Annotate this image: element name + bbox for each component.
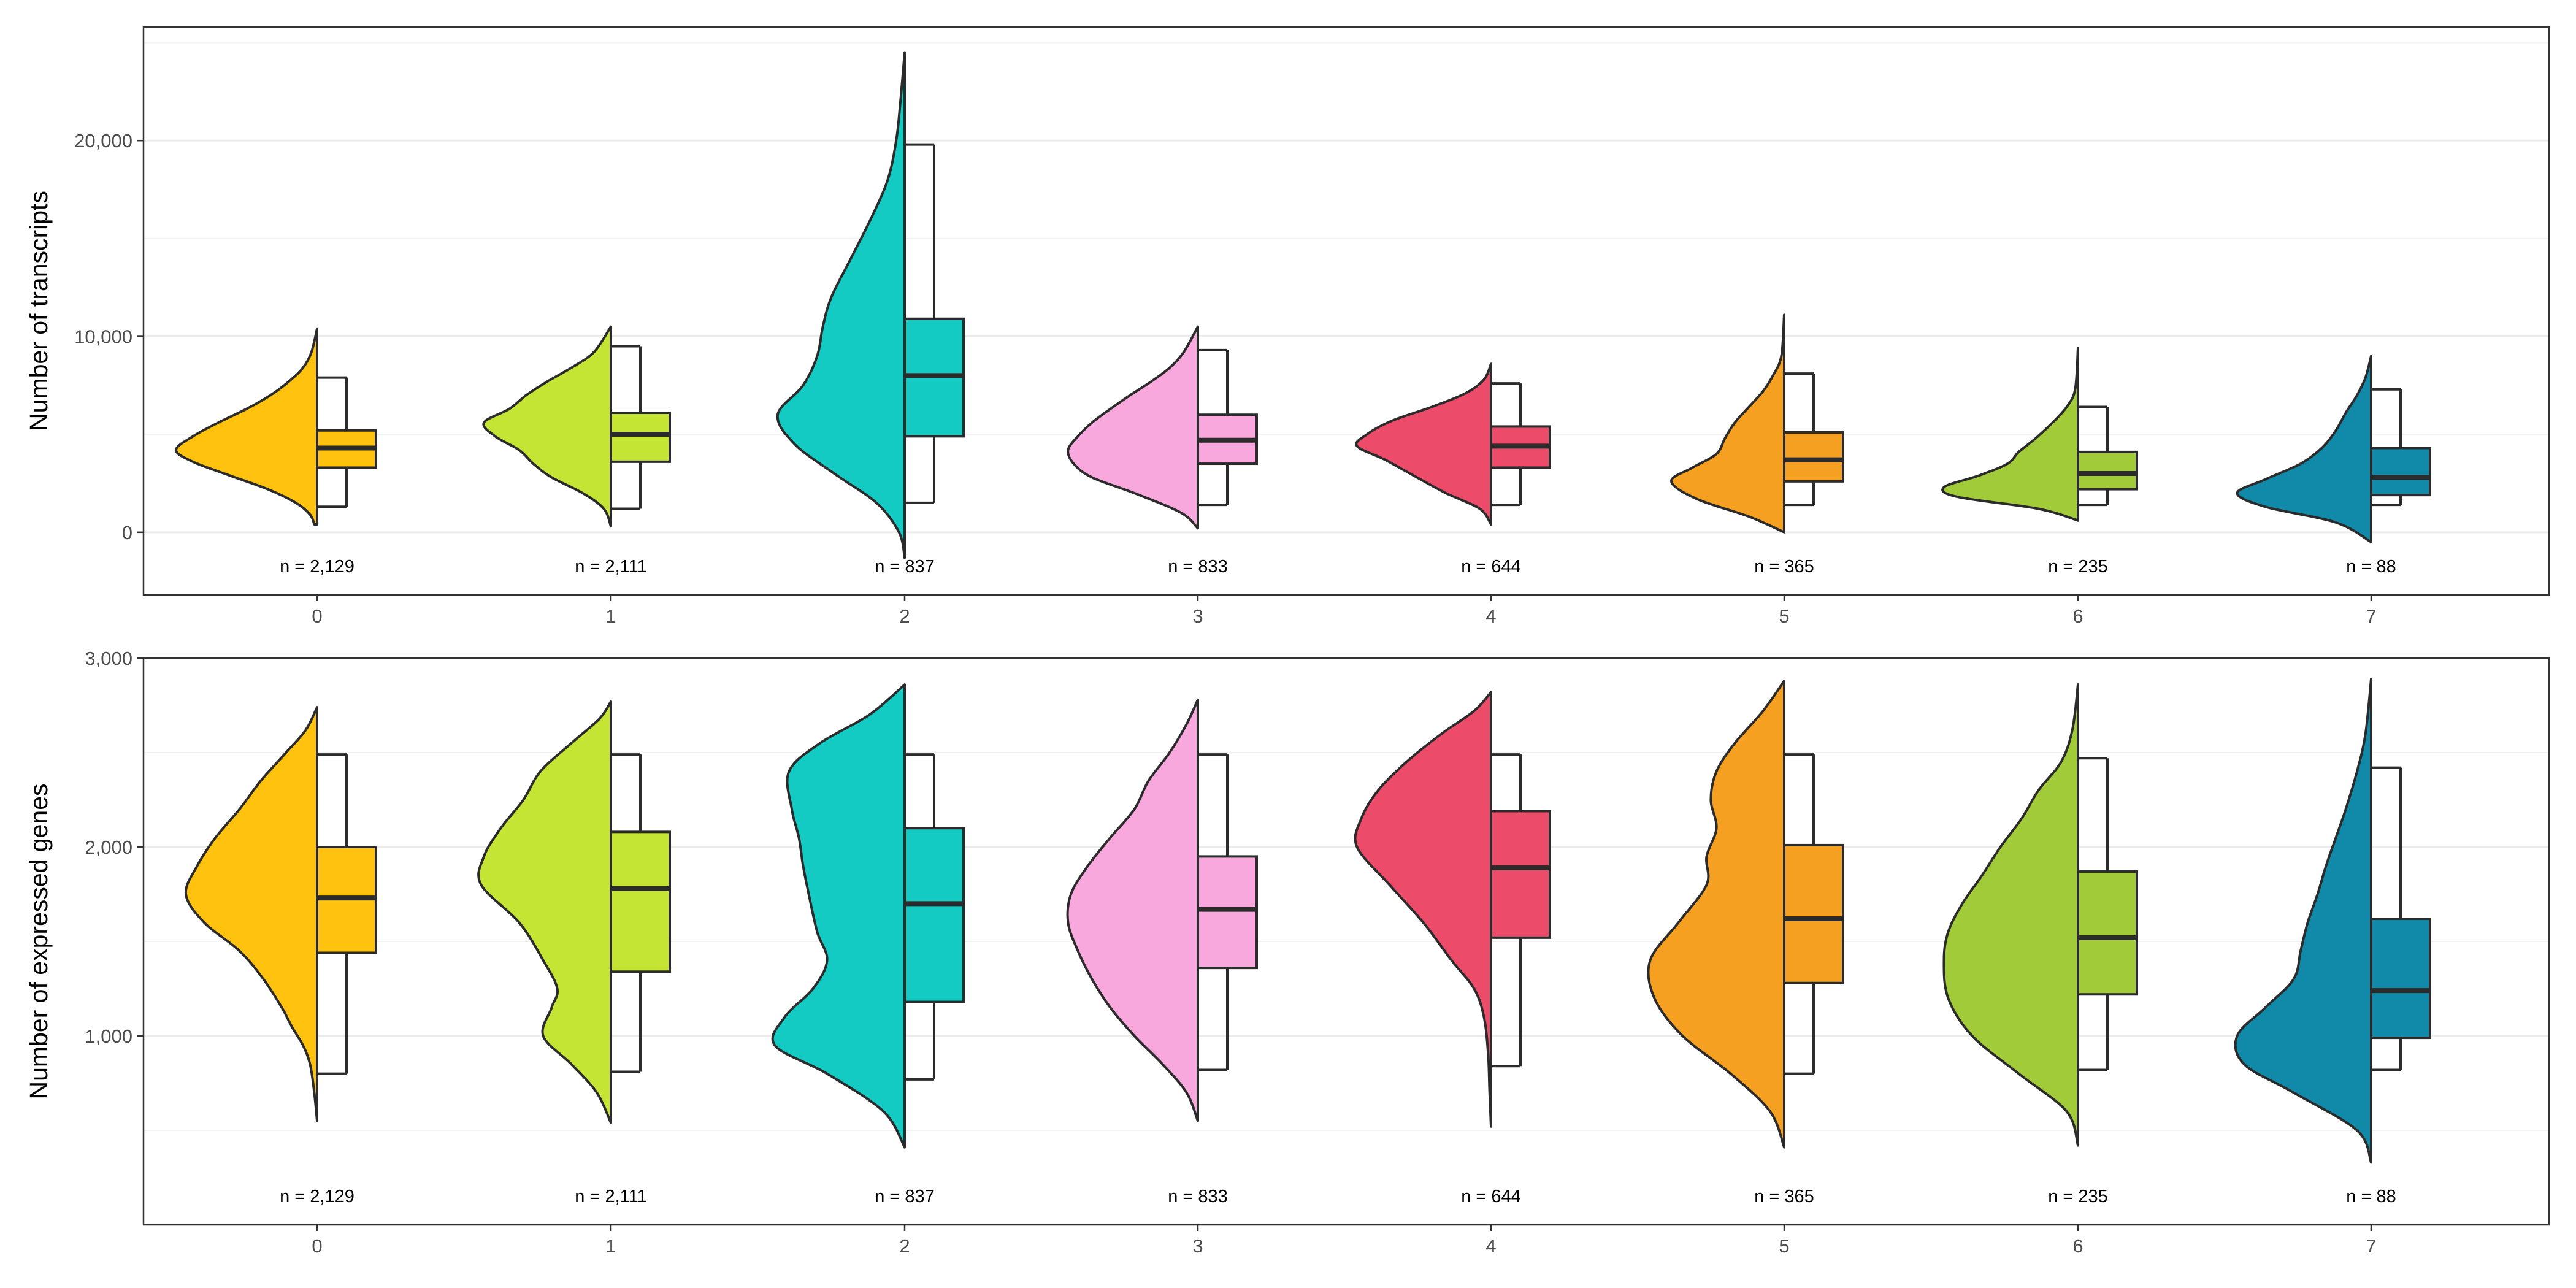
n-label-2: n = 837: [875, 1187, 935, 1206]
x-tick-label: 4: [1485, 605, 1496, 627]
y-tick-label: 1,000: [85, 1025, 132, 1047]
y-tick-label: 2,000: [85, 837, 132, 858]
x-tick-label: 7: [2366, 605, 2376, 627]
group-3: n = 833: [1067, 325, 1258, 577]
group-5: n = 365: [1670, 313, 1844, 577]
x-tick-label: 5: [1779, 1235, 1789, 1257]
box-7: [2370, 447, 2431, 497]
violin-2: [776, 51, 906, 559]
x-tick-label: 7: [2366, 1235, 2376, 1257]
x-tick-label: 3: [1192, 1235, 1203, 1257]
x-tick-label: 2: [899, 605, 910, 627]
box-3: [1197, 855, 1258, 970]
group-4: n = 644: [1355, 362, 1551, 577]
violin-5: [1647, 680, 1785, 1149]
n-label-2: n = 837: [875, 557, 935, 577]
x-tick-label: 3: [1192, 605, 1203, 627]
y-tick-label: 20,000: [74, 130, 132, 151]
x-tick-label: 0: [312, 1235, 322, 1257]
box-1: [610, 412, 671, 463]
panel-background: [144, 27, 2549, 595]
violin-3: [1066, 698, 1199, 1122]
y-tick-label: 3,000: [85, 648, 132, 669]
violin-3: [1067, 325, 1199, 530]
box-7: [2370, 918, 2431, 1040]
n-label-7: n = 88: [2346, 1187, 2396, 1206]
n-label-7: n = 88: [2346, 557, 2396, 577]
group-2: n = 837: [771, 683, 965, 1206]
x-tick-label: 4: [1485, 1235, 1496, 1257]
x-tick-label: 0: [312, 605, 322, 627]
group-6: n = 235: [1942, 683, 2138, 1206]
violin-4: [1355, 362, 1492, 526]
violin-1: [477, 700, 612, 1124]
panel-border: [142, 657, 2550, 1226]
violin-0: [185, 706, 318, 1122]
group-5: n = 365: [1647, 680, 1844, 1206]
group-2: n = 837: [776, 51, 965, 577]
y-tick-label: 10,000: [74, 326, 132, 348]
n-label-3: n = 833: [1168, 557, 1228, 577]
n-label-1: n = 2,111: [575, 1187, 646, 1206]
group-4: n = 644: [1354, 691, 1551, 1206]
box-5: [1783, 431, 1844, 483]
group-7: n = 88: [2236, 355, 2431, 577]
violin-0: [175, 327, 318, 526]
violin-7: [2234, 677, 2372, 1164]
n-label-1: n = 2,111: [575, 557, 646, 577]
violin-6: [1941, 347, 2079, 522]
box-2: [903, 827, 965, 1003]
n-label-0: n = 2,129: [280, 557, 355, 577]
group-1: n = 2,111: [482, 325, 671, 577]
n-label-3: n = 833: [1168, 1187, 1228, 1206]
y-axis-title: Number of expressed genes: [25, 783, 53, 1099]
n-label-6: n = 235: [2048, 557, 2108, 577]
x-tick-label: 2: [899, 1235, 910, 1257]
box-1: [610, 830, 671, 973]
group-0: n = 2,129: [185, 706, 377, 1206]
n-label-4: n = 644: [1461, 557, 1521, 577]
group-7: n = 88: [2234, 677, 2431, 1206]
x-tick-label: 6: [2072, 1235, 2083, 1257]
violin-7: [2236, 355, 2372, 543]
x-tick-label: 5: [1779, 605, 1789, 627]
x-tick-label: 1: [605, 1235, 616, 1257]
y-axis-title: Number of transcripts: [25, 191, 53, 431]
box-6: [2077, 870, 2138, 996]
n-label-5: n = 365: [1754, 1187, 1814, 1206]
x-tick-label: 6: [2072, 605, 2083, 627]
n-label-0: n = 2,129: [280, 1187, 355, 1206]
box-4: [1490, 810, 1551, 939]
box-6: [2077, 450, 2138, 491]
group-3: n = 833: [1066, 698, 1258, 1206]
group-1: n = 2,111: [477, 700, 671, 1206]
violin-4: [1354, 691, 1492, 1128]
panel-2: n = 2,129 n = 2,111 n = 837 n = 833 n = 644 n…: [25, 648, 2550, 1257]
box-5: [1783, 843, 1844, 984]
n-label-5: n = 365: [1754, 557, 1814, 577]
n-label-6: n = 235: [2048, 1187, 2108, 1206]
x-tick-label: 1: [605, 605, 616, 627]
panel-1: n = 2,129 n = 2,111 n = 837 n = 833 n = 644 n…: [25, 26, 2550, 627]
violin-5: [1670, 313, 1785, 534]
group-0: n = 2,129: [175, 327, 377, 577]
y-tick-label: 0: [122, 522, 132, 543]
violin-2: [771, 683, 906, 1149]
group-6: n = 235: [1941, 347, 2138, 577]
panel-border: [142, 26, 2550, 596]
violin-1: [482, 325, 612, 528]
violin-6: [1942, 683, 2079, 1147]
n-label-4: n = 644: [1461, 1187, 1521, 1206]
